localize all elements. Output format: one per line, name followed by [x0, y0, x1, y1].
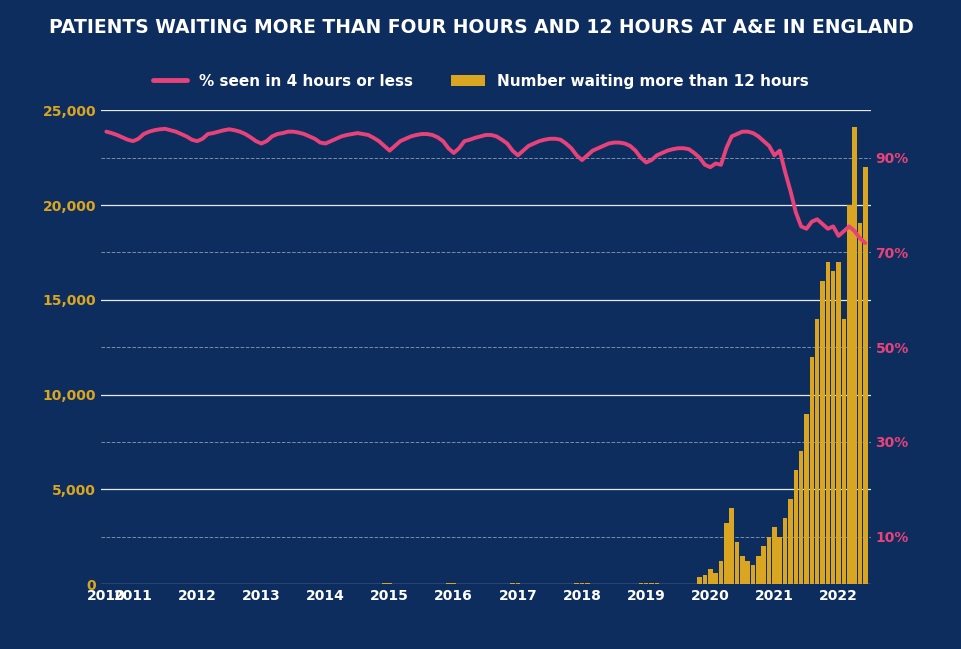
Bar: [702, 574, 706, 584]
Bar: [793, 471, 798, 584]
Bar: [846, 205, 850, 584]
Bar: [387, 583, 391, 584]
Bar: [745, 561, 750, 584]
Bar: [803, 413, 808, 584]
Bar: [862, 167, 867, 584]
Bar: [809, 357, 813, 584]
Bar: [761, 546, 765, 584]
Bar: [724, 524, 727, 584]
Bar: [820, 281, 824, 584]
Bar: [697, 578, 702, 584]
Bar: [707, 569, 712, 584]
Bar: [574, 583, 579, 584]
Bar: [750, 565, 754, 584]
Bar: [841, 319, 846, 584]
Bar: [787, 499, 792, 584]
Bar: [451, 583, 456, 584]
Bar: [782, 518, 786, 584]
Bar: [755, 556, 760, 584]
Text: PATIENTS WAITING MORE THAN FOUR HOURS AND 12 HOURS AT A&E IN ENGLAND: PATIENTS WAITING MORE THAN FOUR HOURS AN…: [49, 18, 912, 37]
Bar: [766, 537, 771, 584]
Bar: [579, 583, 583, 584]
Bar: [515, 583, 520, 584]
Bar: [814, 319, 819, 584]
Bar: [713, 572, 717, 584]
Bar: [739, 556, 744, 584]
Bar: [446, 583, 450, 584]
Bar: [734, 543, 738, 584]
Bar: [638, 583, 642, 584]
Bar: [653, 583, 658, 584]
Bar: [584, 583, 589, 584]
Bar: [718, 561, 723, 584]
Bar: [830, 271, 834, 584]
Bar: [798, 452, 802, 584]
Bar: [825, 262, 829, 584]
Bar: [851, 127, 856, 584]
Bar: [776, 537, 781, 584]
Bar: [649, 583, 653, 584]
Bar: [643, 583, 648, 584]
Bar: [509, 583, 514, 584]
Bar: [728, 508, 733, 584]
Bar: [835, 262, 840, 584]
Legend: % seen in 4 hours or less, Number waiting more than 12 hours: % seen in 4 hours or less, Number waitin…: [147, 67, 814, 95]
Bar: [857, 223, 861, 584]
Bar: [382, 583, 386, 584]
Bar: [772, 527, 776, 584]
